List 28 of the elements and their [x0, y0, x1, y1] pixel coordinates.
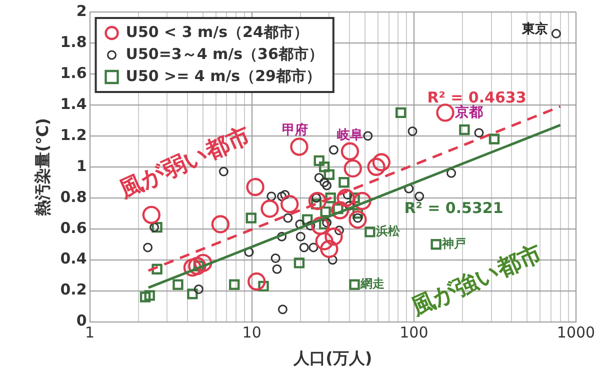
annotation: 浜松: [374, 224, 401, 238]
legend-label: U50 < 3 m/s（24都市）: [126, 22, 308, 41]
annotation: 京都: [454, 103, 484, 120]
annotation: 岐阜: [336, 128, 363, 143]
x-tick-label: 100: [400, 324, 428, 342]
annotation: 網走: [360, 276, 385, 291]
y-tick-label: 0.6: [60, 218, 87, 237]
annotation: 風が弱い都市: [114, 122, 254, 204]
y-tick-label: 1.4: [60, 94, 87, 113]
annotation: 神戸: [441, 236, 466, 250]
x-tick-label: 10: [242, 324, 262, 342]
y-tick-label: 2: [76, 2, 87, 20]
legend-label: U50 >= 4 m/s（29都市）: [126, 66, 321, 85]
y-tick-label: 1.8: [60, 32, 87, 51]
x-tick-label: 1000: [556, 324, 596, 342]
y-tick-label: 0.4: [60, 250, 87, 268]
y-tick-label: 0.8: [60, 188, 87, 206]
legend-label: U50=3～4 m/s（36都市）: [126, 44, 324, 63]
y-tick-label: 0.2: [60, 280, 87, 299]
annotation: 東京: [521, 21, 548, 38]
y-tick-label: 0: [76, 312, 87, 330]
y-tick-label: 1: [76, 156, 87, 175]
y-axis-title: 熱汚染量(℃): [32, 118, 52, 217]
annotation: 甲府: [282, 122, 308, 138]
series-label: R² = 0.5321: [404, 198, 504, 217]
x-axis-title: 人口(万人): [292, 348, 372, 368]
y-tick-label: 1.2: [60, 126, 87, 144]
y-tick-label: 1.6: [60, 64, 87, 82]
